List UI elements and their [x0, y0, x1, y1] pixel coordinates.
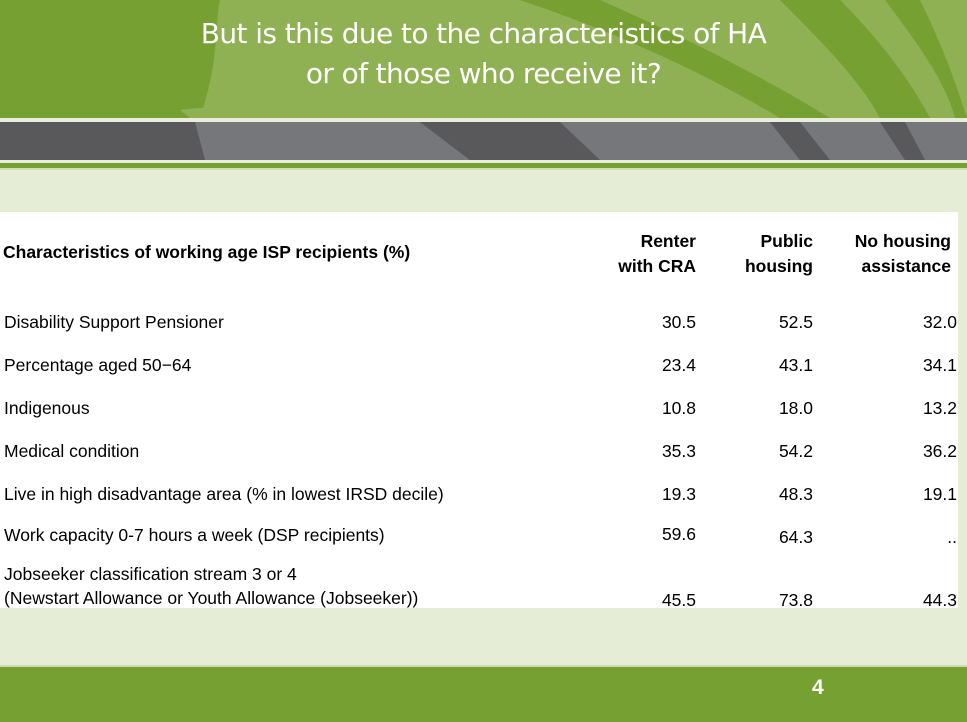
column-header-line: Renter: [640, 231, 696, 251]
header-decoration: [0, 0, 967, 170]
cell: 54.2: [778, 441, 813, 461]
row-label-aged: Percentage aged 50−64: [4, 355, 192, 375]
cell: 10.8: [661, 398, 696, 418]
cell: 35.3: [661, 441, 696, 461]
cell: 43.1: [778, 355, 813, 375]
cell: 73.8: [778, 590, 813, 610]
column-header-line: assistance: [861, 256, 951, 276]
column-header-renter-cra: Renter with CRA: [618, 229, 696, 279]
cell: 36.2: [922, 441, 957, 461]
column-header-line: Public: [760, 231, 813, 251]
row-label-work-capacity: Work capacity 0-7 hours a week (DSP reci…: [4, 525, 385, 545]
row-label-line: (Newstart Allowance or Youth Allowance (…: [4, 588, 419, 608]
column-header-public-housing: Public housing: [745, 229, 813, 279]
cell: 19.1: [922, 484, 957, 504]
cell: 18.0: [778, 398, 813, 418]
cell: 30.5: [661, 312, 696, 332]
data-table: [0, 212, 958, 608]
cell: 19.3: [661, 484, 696, 504]
cell: 23.4: [661, 355, 696, 375]
slide-title: But is this due to the characteristics o…: [0, 14, 967, 94]
cell: 48.3: [778, 484, 813, 504]
cell: 45.5: [661, 590, 696, 610]
cell: 13.2: [922, 398, 957, 418]
row-label-line: Jobseeker classification stream 3 or 4: [4, 564, 297, 584]
title-line-1: But is this due to the characteristics o…: [200, 17, 767, 50]
row-label-disadvantage: Live in high disadvantage area (% in low…: [4, 484, 444, 504]
cell: ..: [947, 527, 957, 547]
cell: 59.6: [661, 524, 696, 544]
title-line-2: or of those who receive it?: [305, 57, 662, 90]
slide-header: But is this due to the characteristics o…: [0, 0, 967, 170]
row-label-indigenous: Indigenous: [4, 398, 90, 418]
slide-footer: [0, 665, 967, 722]
column-header-line: housing: [744, 256, 813, 276]
page-number: 4: [812, 676, 824, 699]
column-header-line: with CRA: [618, 256, 696, 276]
column-header-no-assistance: No housing assistance: [855, 229, 951, 279]
cell: 34.1: [922, 355, 957, 375]
cell: 52.5: [778, 312, 813, 332]
cell: 44.3: [922, 590, 957, 610]
cell: 64.3: [778, 527, 813, 547]
row-label-jobseeker: Jobseeker classification stream 3 or 4 (…: [4, 562, 418, 610]
row-label-medical: Medical condition: [4, 441, 140, 461]
column-header-line: No housing: [854, 231, 951, 251]
row-label-disability: Disability Support Pensioner: [4, 312, 224, 332]
cell: 32.0: [922, 312, 957, 332]
table-header-label: Characteristics of working age ISP recip…: [3, 242, 411, 262]
